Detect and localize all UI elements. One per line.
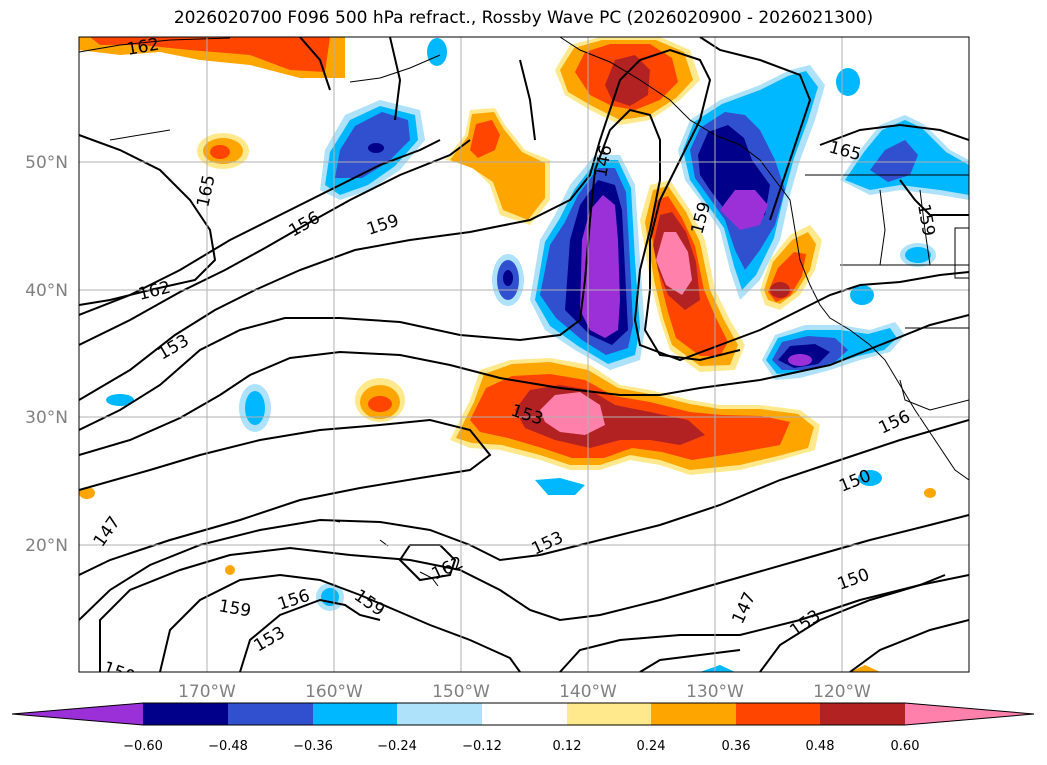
anomaly-shading — [79, 37, 969, 672]
colorbar-segment — [651, 703, 736, 725]
colorbar-tick-label: −0.60 — [123, 739, 163, 754]
colorbar-segment — [567, 703, 651, 725]
colorbar-tick-label: −0.24 — [377, 739, 417, 754]
colorbar-tick-label: −0.12 — [462, 739, 502, 754]
colorbar-tick-label: 0.36 — [722, 739, 751, 754]
colorbar-segment — [482, 703, 567, 725]
lon-label-120w: 120°W — [813, 682, 871, 702]
refractivity-contours — [79, 37, 969, 672]
page-title: 2026020700 F096 500 hPa refract., Rossby… — [173, 8, 874, 28]
colorbar-tick-label: 0.12 — [553, 739, 582, 754]
lat-label-20n: 20°N — [25, 536, 68, 556]
lat-label-30n: 30°N — [25, 408, 68, 428]
colorbar-segment — [820, 703, 905, 725]
lon-label-170w: 170°W — [178, 682, 236, 702]
colorbar-outline — [11, 702, 1035, 726]
colorbar-segment — [905, 703, 1034, 725]
lon-label-140w: 140°W — [559, 682, 617, 702]
colorbar-tick-label: 0.24 — [637, 739, 666, 754]
colorbar: −0.60 −0.48 −0.36 −0.24 −0.12 0.12 0.24 … — [11, 702, 1035, 754]
colorbar-segment — [143, 703, 228, 725]
colorbar-tick-label: 0.48 — [806, 739, 835, 754]
latitude-axis: 50°N 40°N 30°N 20°N — [25, 153, 68, 556]
colorbar-segment — [12, 703, 143, 725]
contour-label: 162 — [125, 35, 160, 60]
map-frame — [78, 36, 970, 673]
colorbar-tick-label: 0.60 — [891, 739, 920, 754]
gridlines — [79, 37, 969, 672]
colorbar-segment — [228, 703, 313, 725]
coastlines — [79, 37, 969, 587]
lat-label-40n: 40°N — [25, 281, 68, 301]
colorbar-segment — [313, 703, 397, 725]
lon-label-130w: 130°W — [686, 682, 744, 702]
lat-label-50n: 50°N — [25, 153, 68, 173]
colorbar-segment — [397, 703, 482, 725]
longitude-axis: 170°W 160°W 150°W 140°W 130°W 120°W — [178, 682, 871, 702]
lon-label-150w: 150°W — [432, 682, 490, 702]
colorbar-tick-label: −0.36 — [293, 739, 333, 754]
lon-label-160w: 160°W — [305, 682, 363, 702]
colorbar-segment — [736, 703, 820, 725]
colorbar-tick-label: −0.48 — [208, 739, 248, 754]
